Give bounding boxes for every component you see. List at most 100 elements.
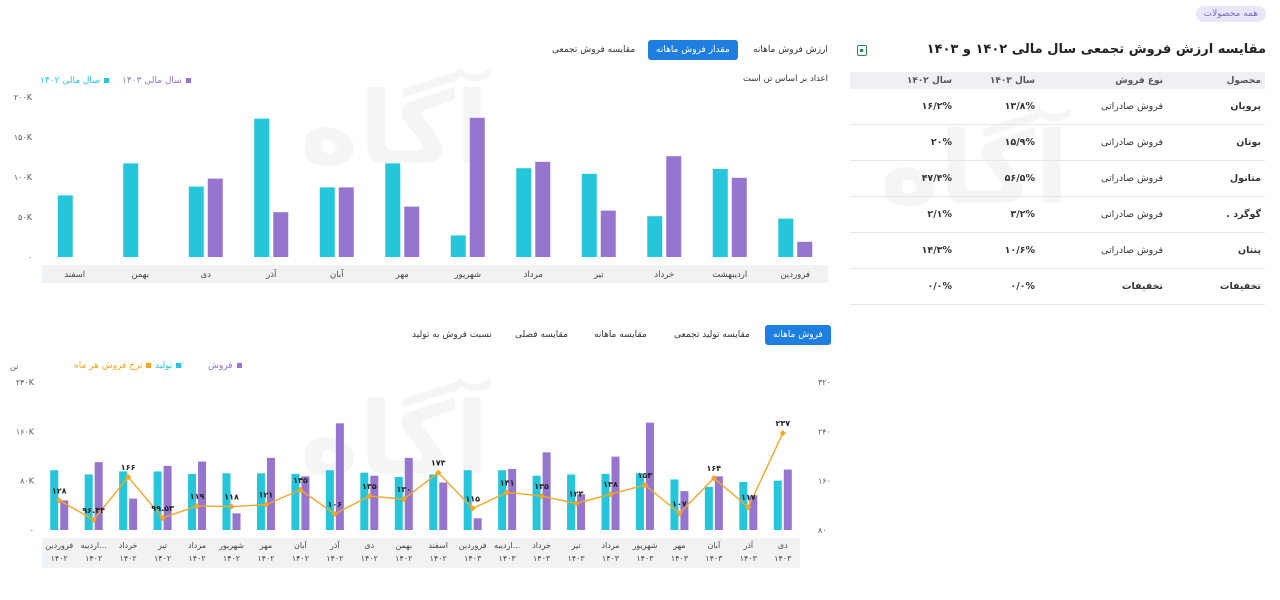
cell-1403: ۵۶/۵% <box>956 160 1039 197</box>
legend-swatch-icon <box>236 363 242 368</box>
cell-1403: ۱۳/۸% <box>956 89 1039 125</box>
y-tick-label-left: ۸۰K <box>20 477 35 486</box>
x-tick-label: آذر <box>265 268 277 280</box>
x-tick-year: ۱۴۰۳ <box>602 554 620 563</box>
cell-type: فروش صادراتی <box>1039 89 1167 125</box>
x-tick-label: مرداد <box>524 270 543 280</box>
bar-1402 <box>385 163 401 257</box>
cell-type: فروش صادراتی <box>1039 196 1167 233</box>
bar-1402 <box>57 195 73 257</box>
cell-1402: ۴۷/۴% <box>850 160 956 197</box>
monthly-sales-amount-chart: ۰ ۵۰K ۱۰۰K ۱۵۰K ۲۰۰K فروردین اردیبهشت خرداد تیر م… <box>14 93 828 283</box>
bar-production <box>50 470 59 530</box>
legend-production[interactable]: تولید <box>155 361 182 371</box>
bar-production <box>635 473 644 530</box>
rate-data-label: ۱۶۶ <box>121 463 136 472</box>
bar-production <box>153 471 162 530</box>
y-tick-label-left: ۱۶۰K <box>16 427 35 436</box>
table-row: پنتان فروش صادراتی ۱۰/۶% ۱۴/۳% <box>850 232 1265 269</box>
legend-swatch-icon <box>146 363 152 368</box>
all-products-button[interactable]: همه محصولات <box>1195 6 1266 22</box>
bar-sales <box>473 518 482 530</box>
x-tick-month: آذر <box>329 540 340 550</box>
bar-production <box>670 479 679 530</box>
rate-data-label: ۱۳۵ <box>362 482 377 491</box>
tab-seasonal-comparison[interactable]: مقایسه فصلی <box>515 330 568 340</box>
tab-sales-production-ratio[interactable]: نسبت فروش به تولید <box>412 330 492 340</box>
legend-1403[interactable]: سال مالی ۱۴۰۳ <box>122 76 191 86</box>
x-axis-band <box>42 538 800 568</box>
rate-data-label: ۱۴۵ <box>293 476 308 485</box>
bar-1403 <box>797 241 813 257</box>
cell-type: فروش صادراتی <box>1039 124 1167 161</box>
bar-1403 <box>273 212 289 257</box>
x-tick-year: ۱۴۰۲ <box>154 554 171 563</box>
bar-1402 <box>778 218 794 257</box>
rate-point <box>779 430 786 437</box>
legend-1403-label: سال مالی ۱۴۰۳ <box>122 76 182 86</box>
y-tick-label-right: ۳۲۰ <box>818 378 831 387</box>
bar-production <box>188 473 197 530</box>
bar-sales <box>783 469 792 530</box>
x-tick-month: مهر <box>259 541 272 550</box>
cell-product: تخفیفات <box>1167 268 1265 305</box>
legend-rate-label: نرخ فروش هر ماه <box>74 361 143 371</box>
x-tick-label: مهر <box>395 270 409 280</box>
bar-production <box>739 481 748 530</box>
bar-sales <box>542 452 551 530</box>
x-tick-month: تیر <box>157 541 167 550</box>
cell-1402: ۲۰% <box>850 124 956 161</box>
rate-line <box>58 432 784 521</box>
x-tick-year: ۱۴۰۳ <box>464 554 482 563</box>
x-tick-year: ۱۴۰۲ <box>188 554 205 563</box>
x-axis-band <box>42 265 828 283</box>
col-sale-type: نوع فروش <box>1039 72 1167 89</box>
cell-type: تخفیفات <box>1039 268 1167 305</box>
bar-sales <box>439 482 448 530</box>
bar-production <box>429 474 438 530</box>
y-tick-label: ۱۰۰K <box>14 173 33 182</box>
bar-sales <box>266 457 275 530</box>
rate-data-label: ۹۹.۵۳ <box>151 504 174 513</box>
rate-data-label: ۱۵۳ <box>638 471 653 480</box>
excel-export-icon[interactable] <box>857 45 867 56</box>
table-row: متانول فروش صادراتی ۵۶/۵% ۴۷/۴% <box>850 160 1265 197</box>
bar-sales <box>335 423 344 530</box>
rate-data-label: ۱۷۳ <box>431 459 446 468</box>
y-tick-label-left: ۰ <box>30 526 34 535</box>
cell-1402: ۰/۰% <box>850 268 956 305</box>
legend-sales-label: فروش <box>208 361 233 371</box>
y-tick-label: ۱۵۰K <box>14 133 33 142</box>
bar-production <box>498 470 507 530</box>
x-tick-year: ۱۴۰۳ <box>740 554 758 563</box>
legend-production-label: تولید <box>155 361 173 371</box>
x-tick-month: آبان <box>294 540 308 550</box>
tab-monthly-sales[interactable]: فروش ماهانه <box>765 325 831 345</box>
legend-1402[interactable]: سال مالی ۱۴۰۲ <box>40 76 109 86</box>
bar-1402 <box>450 235 466 257</box>
x-tick-label: شهریور <box>453 270 481 280</box>
bar-1403 <box>535 161 551 257</box>
legend-swatch-icon <box>176 363 182 368</box>
col-1403: سال ۱۴۰۳ <box>956 72 1039 89</box>
units-note: اعداد بر اساس تن است <box>742 74 828 84</box>
bar-sales <box>645 422 654 530</box>
bar-production <box>601 473 610 530</box>
tab-monthly-comparison[interactable]: مقایسه ماهانه <box>594 330 647 340</box>
tab-monthly-sales-value[interactable]: ارزش فروش ماهانه <box>753 45 828 55</box>
legend-sales[interactable]: فروش <box>208 361 242 371</box>
x-tick-month: آذر <box>742 540 753 550</box>
bar-sales <box>714 476 723 530</box>
tab-cumulative-production[interactable]: مقایسه تولید تجمعی <box>674 330 750 340</box>
x-tick-month: خرداد <box>532 541 551 550</box>
bar-1403 <box>469 117 485 257</box>
tab-cumulative-sales[interactable]: مقایسه فروش تجمعی <box>552 45 636 55</box>
col-1402: سال ۱۴۰۲ <box>850 72 956 89</box>
x-tick-year: ۱۴۰۲ <box>257 554 274 563</box>
x-tick-label: بهمن <box>131 270 149 280</box>
rate-data-label: ۱۲۸ <box>52 486 67 495</box>
rate-data-label: ۱۳۸ <box>603 480 618 489</box>
bar-production <box>256 473 265 530</box>
tab-monthly-sales-amount[interactable]: مقدار فروش ماهانه <box>648 40 738 60</box>
legend-rate[interactable]: نرخ فروش هر ماه <box>74 361 152 371</box>
